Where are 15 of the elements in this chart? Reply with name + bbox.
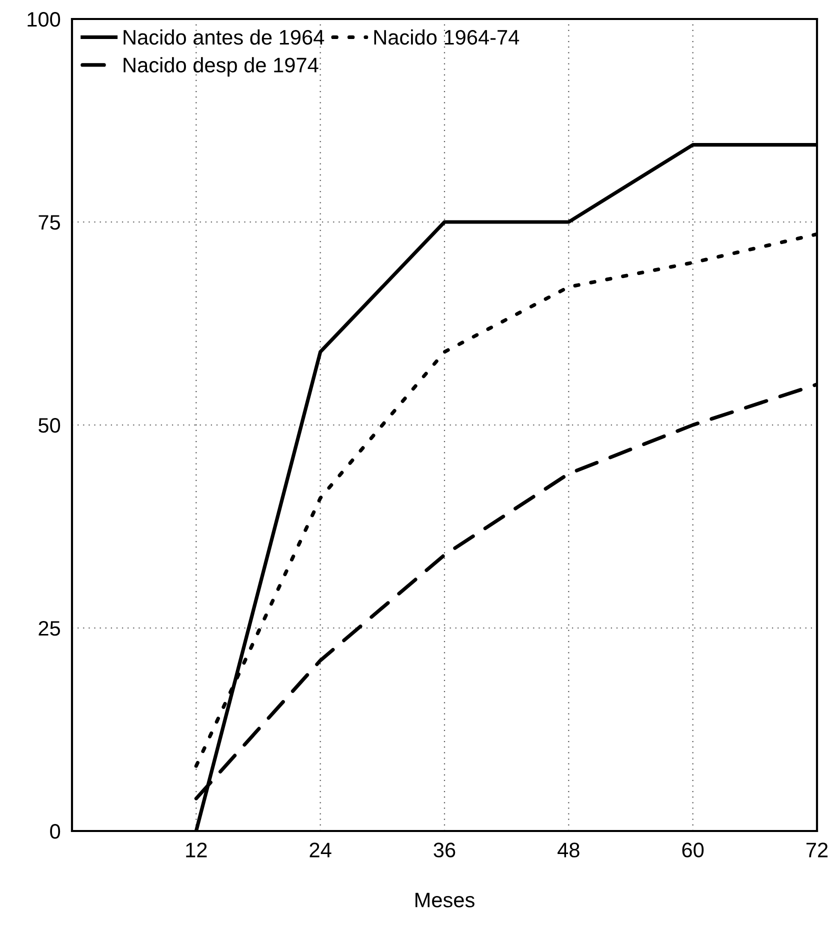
y-tick-label: 75 bbox=[38, 215, 60, 230]
x-axis-title: Meses bbox=[416, 892, 474, 908]
x-tick-label: 24 bbox=[310, 842, 332, 858]
y-tick-label: 0 bbox=[50, 824, 60, 839]
x-tick-label: 36 bbox=[434, 842, 456, 858]
x-tick-label: 48 bbox=[558, 842, 580, 858]
x-tick-label: 12 bbox=[186, 842, 207, 858]
y-tick-label: 100 bbox=[28, 12, 60, 27]
legend-label: Nacido desp de 1974 bbox=[124, 57, 318, 77]
legend-label: Nacido antes de 1964 bbox=[124, 29, 324, 45]
y-tick-label: 50 bbox=[38, 418, 60, 433]
legend-label: Nacido 1964-74 bbox=[374, 29, 520, 45]
y-tick-label: 25 bbox=[38, 621, 60, 636]
x-tick-label: 72 bbox=[806, 842, 828, 858]
x-tick-label: 60 bbox=[682, 842, 704, 858]
